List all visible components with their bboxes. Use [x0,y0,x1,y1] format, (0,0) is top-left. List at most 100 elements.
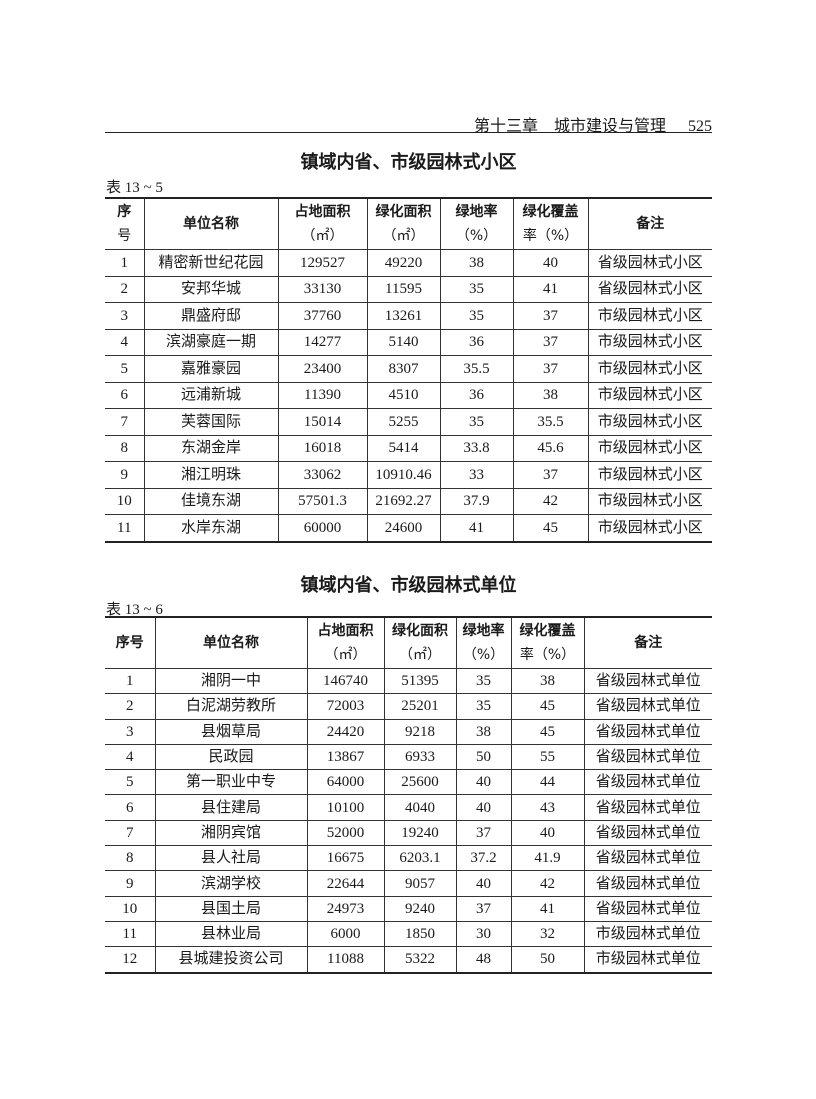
table-cell: 23400 [277,355,368,383]
table-cell: 芙蓉国际 [143,408,279,436]
table-cell: 6933 [383,743,457,771]
column-header-line: （㎡） [399,647,441,663]
table-cell: 县国土局 [154,895,308,922]
table-cell: 37 [512,302,589,330]
table-cell: 县林业局 [154,920,308,948]
table-row: 2 白泥湖劳教所 72003 25201 35 45 省级园林式单位 [105,693,712,720]
table-cell: 40 [510,819,585,847]
column-header: 绿地率 （%） [455,616,512,669]
column-header-line: 序号 [115,635,144,651]
table-cell: 25201 [383,693,457,720]
column-header: 序号 [105,616,156,669]
table-cell: 12 [105,946,156,974]
table-cell: 湘阴一中 [154,667,308,695]
table-row: 11 县林业局 6000 1850 30 32 市级园林式单位 [105,920,712,948]
column-header: 单位名称 [154,616,308,669]
table-row: 11 水岸东湖 60000 24600 41 45 市级园林式小区 [105,514,712,542]
column-header-line: 绿化覆盖 [522,204,579,220]
column-header: 绿化覆盖 率（%） [510,616,585,669]
table-cell: 市级园林式小区 [587,302,712,330]
table-cell: 8 [105,434,145,462]
table-cell: 省级园林式单位 [583,794,712,821]
table-cell: 37.9 [439,487,514,515]
table-cell: 45 [510,718,585,745]
table-cell: 10100 [306,794,385,821]
table-cell: 38 [455,718,512,745]
table-cell: 36 [439,328,514,356]
table-cell: 安邦华城 [143,275,279,303]
table-cell: 33062 [277,461,368,489]
table-cell: 省级园林式小区 [587,275,712,303]
table-cell: 4 [105,743,156,771]
table-row: 12 县城建投资公司 11088 5322 48 50 市级园林式单位 [105,946,712,974]
table-cell: 湘阴宾馆 [154,819,308,847]
table-cell: 16018 [277,434,368,462]
column-header: 序号 [105,197,145,250]
column-header-line: 绿地率 [455,204,498,220]
table-cell: 湘江明珠 [143,461,279,489]
table-cell: 市级园林式小区 [587,461,712,489]
table-cell: 72003 [306,693,385,720]
table-cell: 县人社局 [154,845,308,872]
table-cell: 35 [455,693,512,720]
column-header-line: （㎡） [324,647,367,663]
table-cell: 10910.46 [366,461,441,489]
column-header-line: 单位名称 [183,216,239,232]
table-cell: 38 [510,667,585,695]
running-head: 第十三章 城市建设与管理 525 [105,112,712,136]
table-cell: 42 [510,870,585,897]
table-row: 10 县国土局 24973 9240 37 41 省级园林式单位 [105,895,712,922]
table-row: 8 县人社局 16675 6203.1 37.2 41.9 省级园林式单位 [105,845,712,872]
table-cell: 37 [512,355,589,383]
table-cell: 市级园林式单位 [583,920,712,948]
table-cell: 6203.1 [383,845,457,872]
table-cell: 60000 [277,514,368,542]
table-2-title: 镇域内省、市级园林式单位 [300,575,517,596]
table-cell: 7 [105,408,145,436]
table-cell: 6 [105,794,156,821]
table-cell: 县烟草局 [154,718,308,745]
column-header-line: 占地面积 [317,623,374,639]
table-cell: 11390 [277,381,368,409]
table-cell: 40 [512,249,589,277]
table-cell: 35.5 [439,355,514,383]
table-cell: 57501.3 [277,487,368,515]
table-cell: 11 [105,920,156,948]
column-header: 备注 [587,197,712,250]
table-cell: 1850 [383,920,457,948]
table-row: 9 滨湖学校 22644 9057 40 42 省级园林式单位 [105,870,712,897]
table-cell: 35 [455,667,512,695]
table-cell: 33 [439,461,514,489]
table-cell: 1 [105,249,145,277]
column-header-line: 绿化面积 [375,204,432,220]
table-cell: 白泥湖劳教所 [154,693,308,720]
table-cell: 5255 [366,408,441,436]
table-row: 5 嘉雅豪园 23400 8307 35.5 37 市级园林式小区 [105,355,712,383]
table-cell: 41 [512,275,589,303]
table-cell: 13867 [306,743,385,771]
column-header: 绿化覆盖 率（%） [512,197,589,250]
chapter-title: 第十三章 城市建设与管理 [473,118,666,135]
table-cell: 7 [105,819,156,847]
table-cell: 35 [439,408,514,436]
column-header-line: 备注 [634,635,663,651]
table-cell: 37 [455,895,512,922]
table-cell: 5322 [383,946,457,974]
column-header-line: 单位名称 [203,635,259,651]
table-cell: 50 [510,946,585,974]
table-cell: 省级园林式单位 [583,718,712,745]
table-cell: 11088 [306,946,385,974]
table-cell: 9 [105,870,156,897]
table-row: 1 精密新世纪花园 129527 49220 38 40 省级园林式小区 [105,249,712,277]
table-cell: 6 [105,381,145,409]
table-cell: 35 [439,302,514,330]
table-1-label: 表 13 ~ 5 [106,180,163,196]
table-cell: 省级园林式单位 [583,769,712,796]
column-header-line: （㎡） [301,228,344,244]
table-row: 3 鼎盛府邸 37760 13261 35 37 市级园林式小区 [105,302,712,330]
table-cell: 1 [105,667,156,695]
table-cell: 50 [455,743,512,771]
table-cell: 5140 [366,328,441,356]
table-row: 1 湘阴一中 146740 51395 35 38 省级园林式单位 [105,667,712,695]
table-row: 7 芙蓉国际 15014 5255 35 35.5 市级园林式小区 [105,408,712,436]
